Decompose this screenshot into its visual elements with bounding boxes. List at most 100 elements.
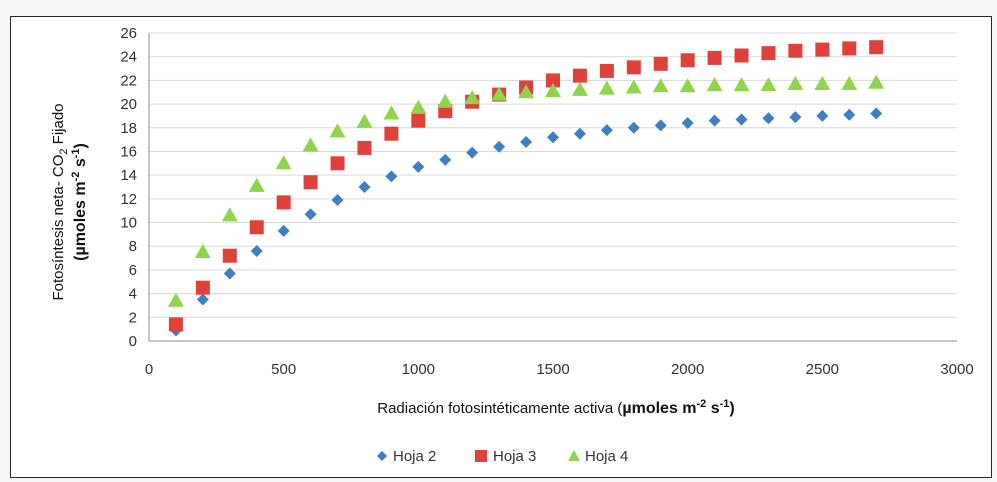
data-point-diamond <box>466 146 479 159</box>
data-point-triangle <box>814 75 831 90</box>
data-point-triangle <box>625 79 642 94</box>
x-tick-label: 1500 <box>536 361 569 378</box>
data-point-triangle <box>410 99 427 114</box>
y-tick-label: 18 <box>120 120 137 137</box>
data-point-square <box>572 68 587 83</box>
legend: Hoja 2 Hoja 3 Hoja 4 <box>377 448 628 465</box>
data-point-triangle <box>841 75 858 90</box>
data-point-diamond <box>304 208 317 221</box>
data-point-square <box>707 50 722 65</box>
data-point-diamond <box>789 111 802 124</box>
data-point-square <box>788 43 803 58</box>
data-point-triangle <box>545 83 561 98</box>
data-point-square <box>276 195 291 210</box>
legend-label-hoja-2: Hoja 2 <box>393 448 436 465</box>
x-tick-label: 3000 <box>940 361 973 378</box>
y-tick-label: 0 <box>129 333 137 350</box>
data-point-square <box>626 60 641 75</box>
data-point-diamond <box>762 112 775 125</box>
data-point-triangle <box>302 137 319 152</box>
data-point-triangle <box>760 77 777 92</box>
data-point-diamond <box>250 244 263 257</box>
x-tick-label: 500 <box>271 361 296 378</box>
data-point-triangle <box>787 75 804 90</box>
data-point-triangle <box>248 177 265 192</box>
data-point-square <box>249 220 264 235</box>
data-point-triangle <box>275 155 292 170</box>
y-tick-label: 6 <box>129 262 137 279</box>
y-axis-title: Fotosíntesis neta- CO2 Fijado (µmoles m-… <box>50 103 89 300</box>
data-point-diamond <box>681 117 694 130</box>
y-tick-label: 14 <box>120 167 137 184</box>
data-point-triangle <box>518 84 535 99</box>
data-point-square <box>411 113 426 128</box>
data-point-triangle <box>652 78 669 93</box>
data-point-triangle <box>383 105 400 120</box>
data-point-diamond <box>735 113 748 126</box>
data-point-diamond <box>331 194 344 207</box>
legend-item-hoja-4: Hoja 4 <box>568 448 628 465</box>
data-point-triangle <box>571 81 588 96</box>
y-tick-label: 2 <box>129 309 137 326</box>
x-tick-label: 0 <box>145 361 153 378</box>
data-point-diamond <box>547 131 559 144</box>
legend-marker-triangle <box>568 450 580 461</box>
y-tick-label: 4 <box>129 286 137 303</box>
data-point-square <box>303 175 318 190</box>
data-point-diamond <box>439 153 452 166</box>
axes <box>148 33 957 342</box>
legend-marker-diamond <box>377 451 387 461</box>
data-point-square <box>761 46 776 61</box>
data-point-triangle <box>221 207 238 222</box>
y-tick-label: 26 <box>120 25 137 42</box>
chart-frame: 0 2 4 6 8 10 12 14 16 18 20 22 24 26 0 500 1000 1500 2000… <box>10 16 992 478</box>
data-point-diamond <box>600 124 613 137</box>
data-point-triangle <box>167 292 184 307</box>
data-point-square <box>222 248 237 263</box>
y-axis-title-line2: (µmoles m-2 s-1) <box>70 143 89 261</box>
data-point-diamond <box>385 170 398 183</box>
legend-label-hoja-3: Hoja 3 <box>493 448 536 465</box>
data-point-diamond <box>870 107 883 120</box>
y-tick-label: 8 <box>129 238 137 255</box>
data-point-diamond <box>843 108 856 121</box>
data-point-diamond <box>223 267 236 280</box>
data-point-square <box>869 40 884 55</box>
y-axis-title-line1: Fotosíntesis neta- CO2 Fijado <box>50 103 70 300</box>
data-point-triangle <box>464 90 481 105</box>
y-tick-label: 24 <box>120 49 137 66</box>
y-tick-label: 10 <box>120 215 137 232</box>
data-point-triangle <box>194 244 211 259</box>
x-tick-label: 2000 <box>671 361 704 378</box>
data-point-square <box>815 42 830 57</box>
data-point-triangle <box>437 93 454 108</box>
data-point-diamond <box>358 181 371 193</box>
data-point-triangle <box>706 77 723 92</box>
data-point-square <box>599 63 614 78</box>
data-point-triangle <box>329 123 346 138</box>
data-point-diamond <box>196 293 209 306</box>
legend-item-hoja-3: Hoja 3 <box>475 448 536 465</box>
data-point-triangle <box>868 74 885 89</box>
data-point-diamond <box>654 119 667 132</box>
legend-item-hoja-2: Hoja 2 <box>377 448 436 465</box>
data-point-triangle <box>598 80 615 95</box>
y-tick-label: 22 <box>120 72 137 89</box>
y-tick-label: 20 <box>120 96 137 113</box>
data-point-square <box>842 41 857 56</box>
series-hoja-2 <box>169 107 883 337</box>
data-point-diamond <box>277 224 290 237</box>
data-points <box>167 40 885 337</box>
data-point-square <box>384 126 399 141</box>
x-axis-title: Radiación fotosintéticamente activa (µmo… <box>377 398 735 417</box>
data-point-triangle <box>491 86 508 101</box>
data-point-square <box>680 53 695 68</box>
data-point-square <box>330 156 345 171</box>
data-point-diamond <box>627 121 640 134</box>
series-hoja-3 <box>168 40 884 332</box>
data-point-diamond <box>493 140 506 153</box>
x-tick-label: 1000 <box>402 361 435 378</box>
data-point-square <box>357 140 372 155</box>
x-tick-labels: 0 500 1000 1500 2000 2500 3000 <box>145 361 974 378</box>
